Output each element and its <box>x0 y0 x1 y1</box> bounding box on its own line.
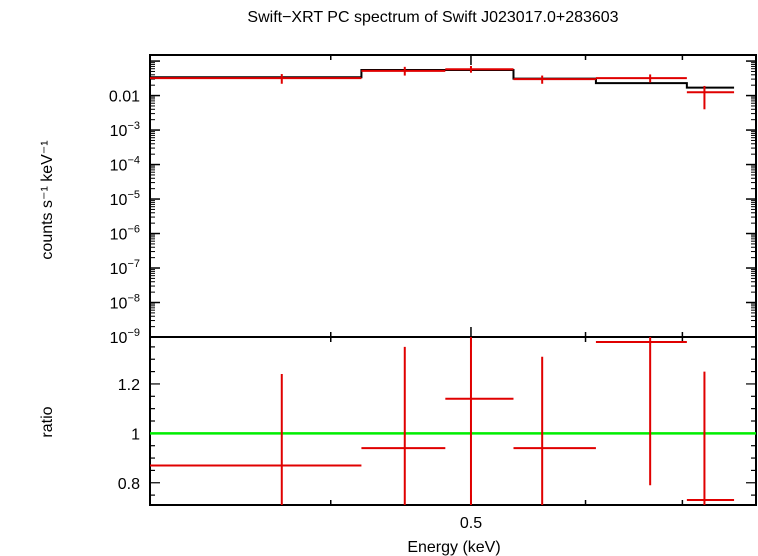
y-tick-label: 10−8 <box>110 293 140 313</box>
y-tick-label: 10−7 <box>110 258 140 278</box>
ratio-point <box>150 374 362 505</box>
ratio-point <box>513 356 596 505</box>
data-point <box>686 85 735 110</box>
ratio-frame <box>149 336 757 506</box>
y-tick-label: 0.8 <box>118 476 140 493</box>
chart-title: Swift−XRT PC spectrum of Swift J023017.0… <box>247 9 618 26</box>
y-tick-label: 10−5 <box>110 189 140 209</box>
spectrum-y-axis-label: counts s⁻¹ keV⁻¹ <box>39 140 56 259</box>
data-point <box>361 66 446 76</box>
spectrum-panel: 0.01 10−3 10−4 10−5 10−6 10−7 10−8 10−9 <box>109 54 757 347</box>
data-point <box>513 75 596 84</box>
ratio-point <box>445 337 514 505</box>
y-tick-label: 10−9 <box>110 327 140 347</box>
ratio-point <box>686 371 735 505</box>
ratio-point <box>361 346 446 505</box>
ratio-panel: 0.5 0.8 1 1.2 <box>118 336 757 532</box>
data-point <box>445 65 514 73</box>
x-axis-label: Energy (keV) <box>407 539 500 556</box>
data-point <box>150 74 362 84</box>
y-tick-label: 0.01 <box>109 89 140 106</box>
x-tick-label: 0.5 <box>460 515 482 532</box>
y-tick-label: 10−4 <box>110 155 140 175</box>
ratio-point <box>595 337 687 486</box>
spectrum-frame <box>149 54 757 338</box>
y-tick-label: 1.2 <box>118 377 140 394</box>
data-point <box>595 74 687 83</box>
y-tick-label: 1 <box>131 426 140 443</box>
ratio-y-axis-label: ratio <box>39 406 56 437</box>
y-tick-label: 10−3 <box>110 120 140 140</box>
y-tick-label: 10−6 <box>110 224 140 244</box>
